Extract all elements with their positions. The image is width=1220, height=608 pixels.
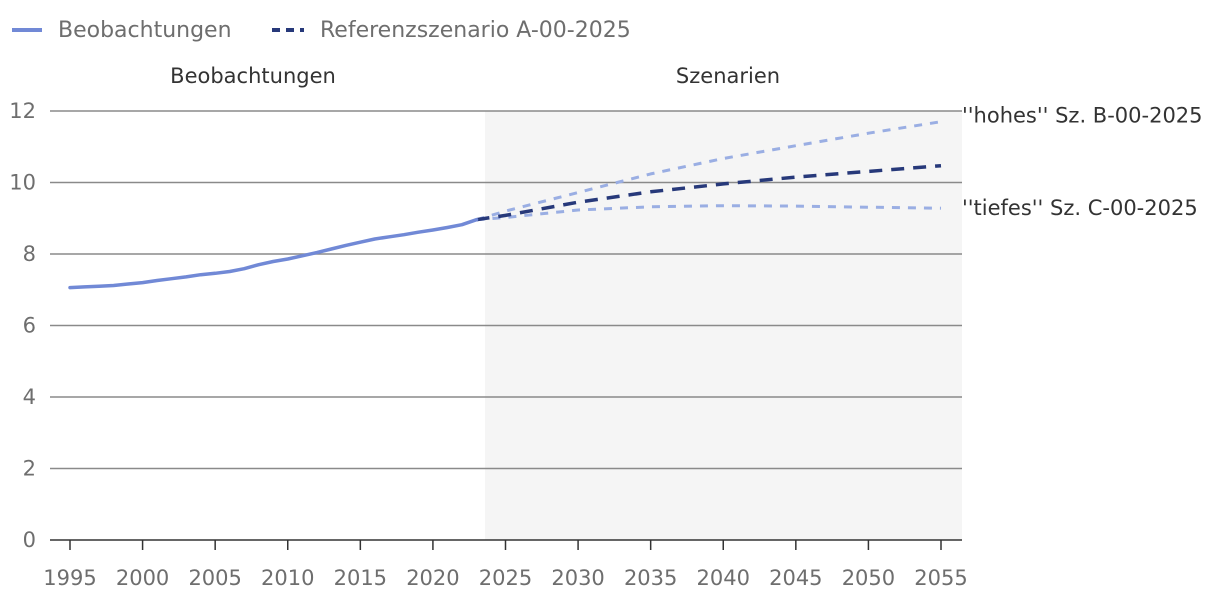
y-tick-label: 8 [23, 242, 36, 266]
y-tick-label: 12 [9, 99, 36, 123]
gridlines [50, 110, 962, 470]
y-tick-label: 0 [23, 528, 36, 552]
x-tick-label: 2035 [624, 566, 677, 590]
x-tick-label: 2030 [551, 566, 604, 590]
series-line-c-00-2025 [476, 204, 942, 222]
legend-label-referenzszenario: Referenzszenario A-00-2025 [320, 18, 631, 43]
x-tick-label: 2005 [188, 566, 241, 590]
x-tick-label: 2040 [697, 566, 750, 590]
x-tick-label: 2015 [334, 566, 387, 590]
y-tick-label: 4 [23, 385, 36, 409]
section-label-szenarien: Szenarien [676, 64, 780, 88]
series-layer [68, 120, 942, 290]
x-tick-label: 2010 [261, 566, 314, 590]
series-line-referenzszenario-a-00-2025 [476, 163, 942, 222]
y-tick-label: 10 [9, 171, 36, 195]
x-tick-label: 2045 [769, 566, 822, 590]
x-tick-label: 2000 [116, 566, 169, 590]
x-tick-label: 2055 [914, 566, 967, 590]
series-line-beobachtungen [68, 217, 479, 290]
axes: 0 2 4 6 8 10 12 1995 2000 2005 2010 2015 2020 2025 203… [9, 99, 967, 590]
annotation-low-scenario: ''tiefes'' Sz. C-00-2025 [962, 196, 1198, 220]
legend-label-beobachtungen: Beobachtungen [58, 18, 232, 43]
section-label-beobachtungen: Beobachtungen [170, 64, 336, 88]
y-tick-label: 2 [23, 457, 36, 481]
legend: Beobachtungen Referenzszenario A-00-2025 [12, 18, 631, 43]
x-tick-label: 2050 [842, 566, 895, 590]
y-tick-label: 6 [23, 314, 36, 338]
annotation-high-scenario: ''hohes'' Sz. B-00-2025 [962, 104, 1203, 128]
x-tick-label: 1995 [43, 566, 96, 590]
series-line-b-00-2025 [476, 120, 942, 222]
x-tick-label: 2025 [479, 566, 532, 590]
x-tick-label: 2020 [406, 566, 459, 590]
